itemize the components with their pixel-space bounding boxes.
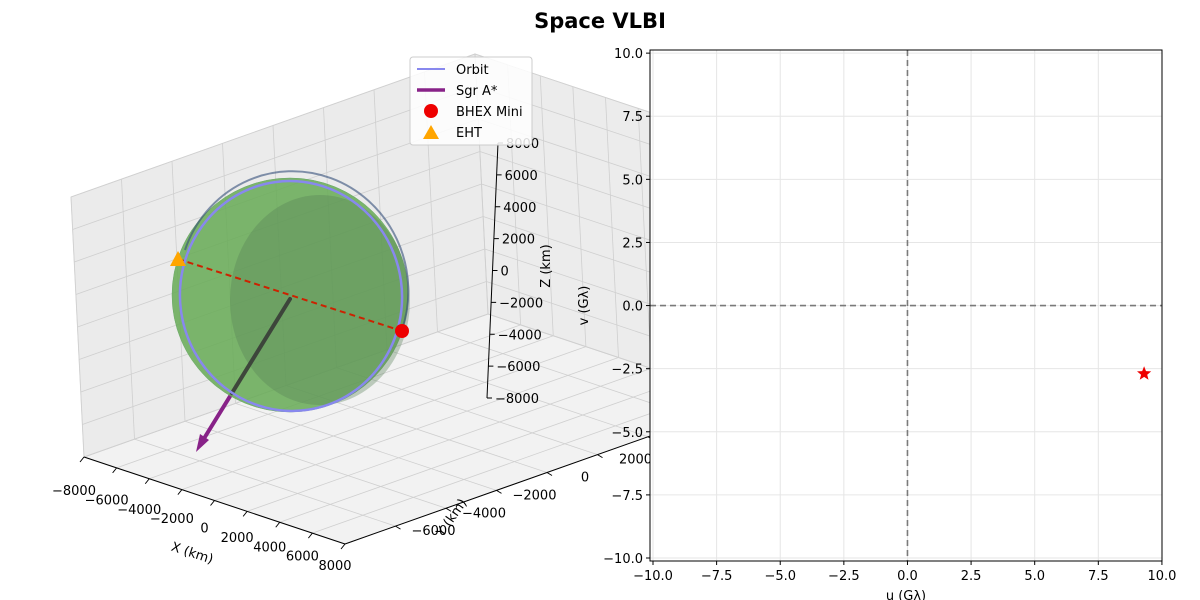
legend-label: Sgr A* [456,84,498,99]
x-tick-label: −2.5 [828,569,860,584]
grid-line [246,367,652,512]
x-tick-label: −2000 [150,512,194,527]
x-tick-label: −4000 [117,503,161,518]
x-tick-label: 0 [200,522,208,537]
y-tick-label: −6000 [412,524,456,539]
x-axis-label: X (km) [169,540,215,568]
y-tick-label: 2000 [619,453,652,468]
y-tick-label: 7.5 [622,110,643,125]
y-tick-label: −10.0 [603,552,643,567]
earth-shading [230,195,410,405]
y-tick-label: 0.0 [622,300,643,315]
bhex-marker [395,324,409,338]
x-tick [242,511,248,517]
x-tick [210,500,215,506]
y-tick [597,454,603,459]
z-tick-label: −8000 [495,392,539,407]
y-tick [546,472,553,476]
uv-coverage-plot: −10.0 −10.0 −7.5 −7.5 −5.0 −5.0 −2.5 −2.5 0.0 0.0… [577,47,1176,600]
grid-line [72,86,477,230]
y-tick-label: −7.5 [611,489,643,504]
z-tick-label: −2000 [499,296,543,311]
grid-line [312,389,717,534]
y-tick-label: 5.0 [622,173,643,188]
x-tick-label: 10.0 [1147,569,1176,584]
orbit-path [178,179,404,413]
x-tick-label: 2.5 [961,569,982,584]
z-axis-label: Z (km) [539,244,554,287]
uv-star-point [1137,366,1152,380]
x-tick-label: −6000 [85,493,129,508]
x-tick [79,456,85,463]
y-tick-label: −5.0 [611,426,643,441]
z-tick-label: −4000 [498,328,542,343]
x-tick-label: 4000 [253,540,286,555]
grid-line [386,349,649,438]
y-tick [445,507,452,512]
y-tick-label: −2000 [513,488,557,503]
x-tick-label: −7.5 [701,569,733,584]
z-tick-label: 2000 [502,233,535,248]
y-tick-label: −4000 [462,506,506,521]
orbit-front-arc [184,170,410,331]
sgra-arrow-inner [230,297,292,395]
x-tick-label: 7.5 [1088,569,1109,584]
x-tick-label: −5.0 [764,569,796,584]
grid-line [637,108,652,369]
x-tick-label: 5.0 [1024,569,1045,584]
z-tick-label: −6000 [496,360,540,375]
x-tick [112,467,118,474]
legend-frame [409,56,533,146]
y-tick-label: −2.5 [611,363,643,378]
grid-line [336,367,598,456]
x-tick-label: 6000 [286,550,319,565]
orbit-3d-plot: −8000−6000−4000−200002000400060008000−60… [52,53,804,574]
legend-label: EHT [456,126,482,141]
x-tick [275,521,281,528]
legend-eht-swatch [423,125,439,139]
x-axis-label: u (Gλ) [886,589,926,600]
y-tick [496,489,502,494]
legend-label: Orbit [456,63,489,78]
legend-bhex-swatch [424,104,438,118]
x-tick-label: −8000 [52,484,96,499]
grid-line [70,53,476,198]
x-tick-label: 0.0 [897,569,918,584]
z-tick-label: 4000 [503,201,536,216]
x-tick [340,543,346,550]
x-tick [177,489,183,495]
x-tick-label: 2000 [221,531,254,546]
y-tick [395,525,401,530]
sgra-arrow-head [196,434,209,452]
y-axis-label: v (Gλ) [577,286,592,326]
x-tick [307,532,313,539]
legend-label: BHEX Mini [456,105,523,120]
eht-marker [170,251,186,266]
legend: Orbit Sgr A* BHEX Mini EHT [409,56,533,146]
y-tick-label: 10.0 [614,47,643,62]
y-tick-label: 0 [581,471,589,486]
z-tick-label: 0 [501,265,509,280]
grid-line [279,378,684,523]
z-tick-label: 6000 [505,169,538,184]
figure-title: Space VLBI [534,9,666,33]
x-tick-label: 8000 [318,559,351,574]
y-tick-label: 2.5 [622,236,643,251]
x-tick [144,478,150,485]
x-tick-label: −10.0 [633,569,673,584]
